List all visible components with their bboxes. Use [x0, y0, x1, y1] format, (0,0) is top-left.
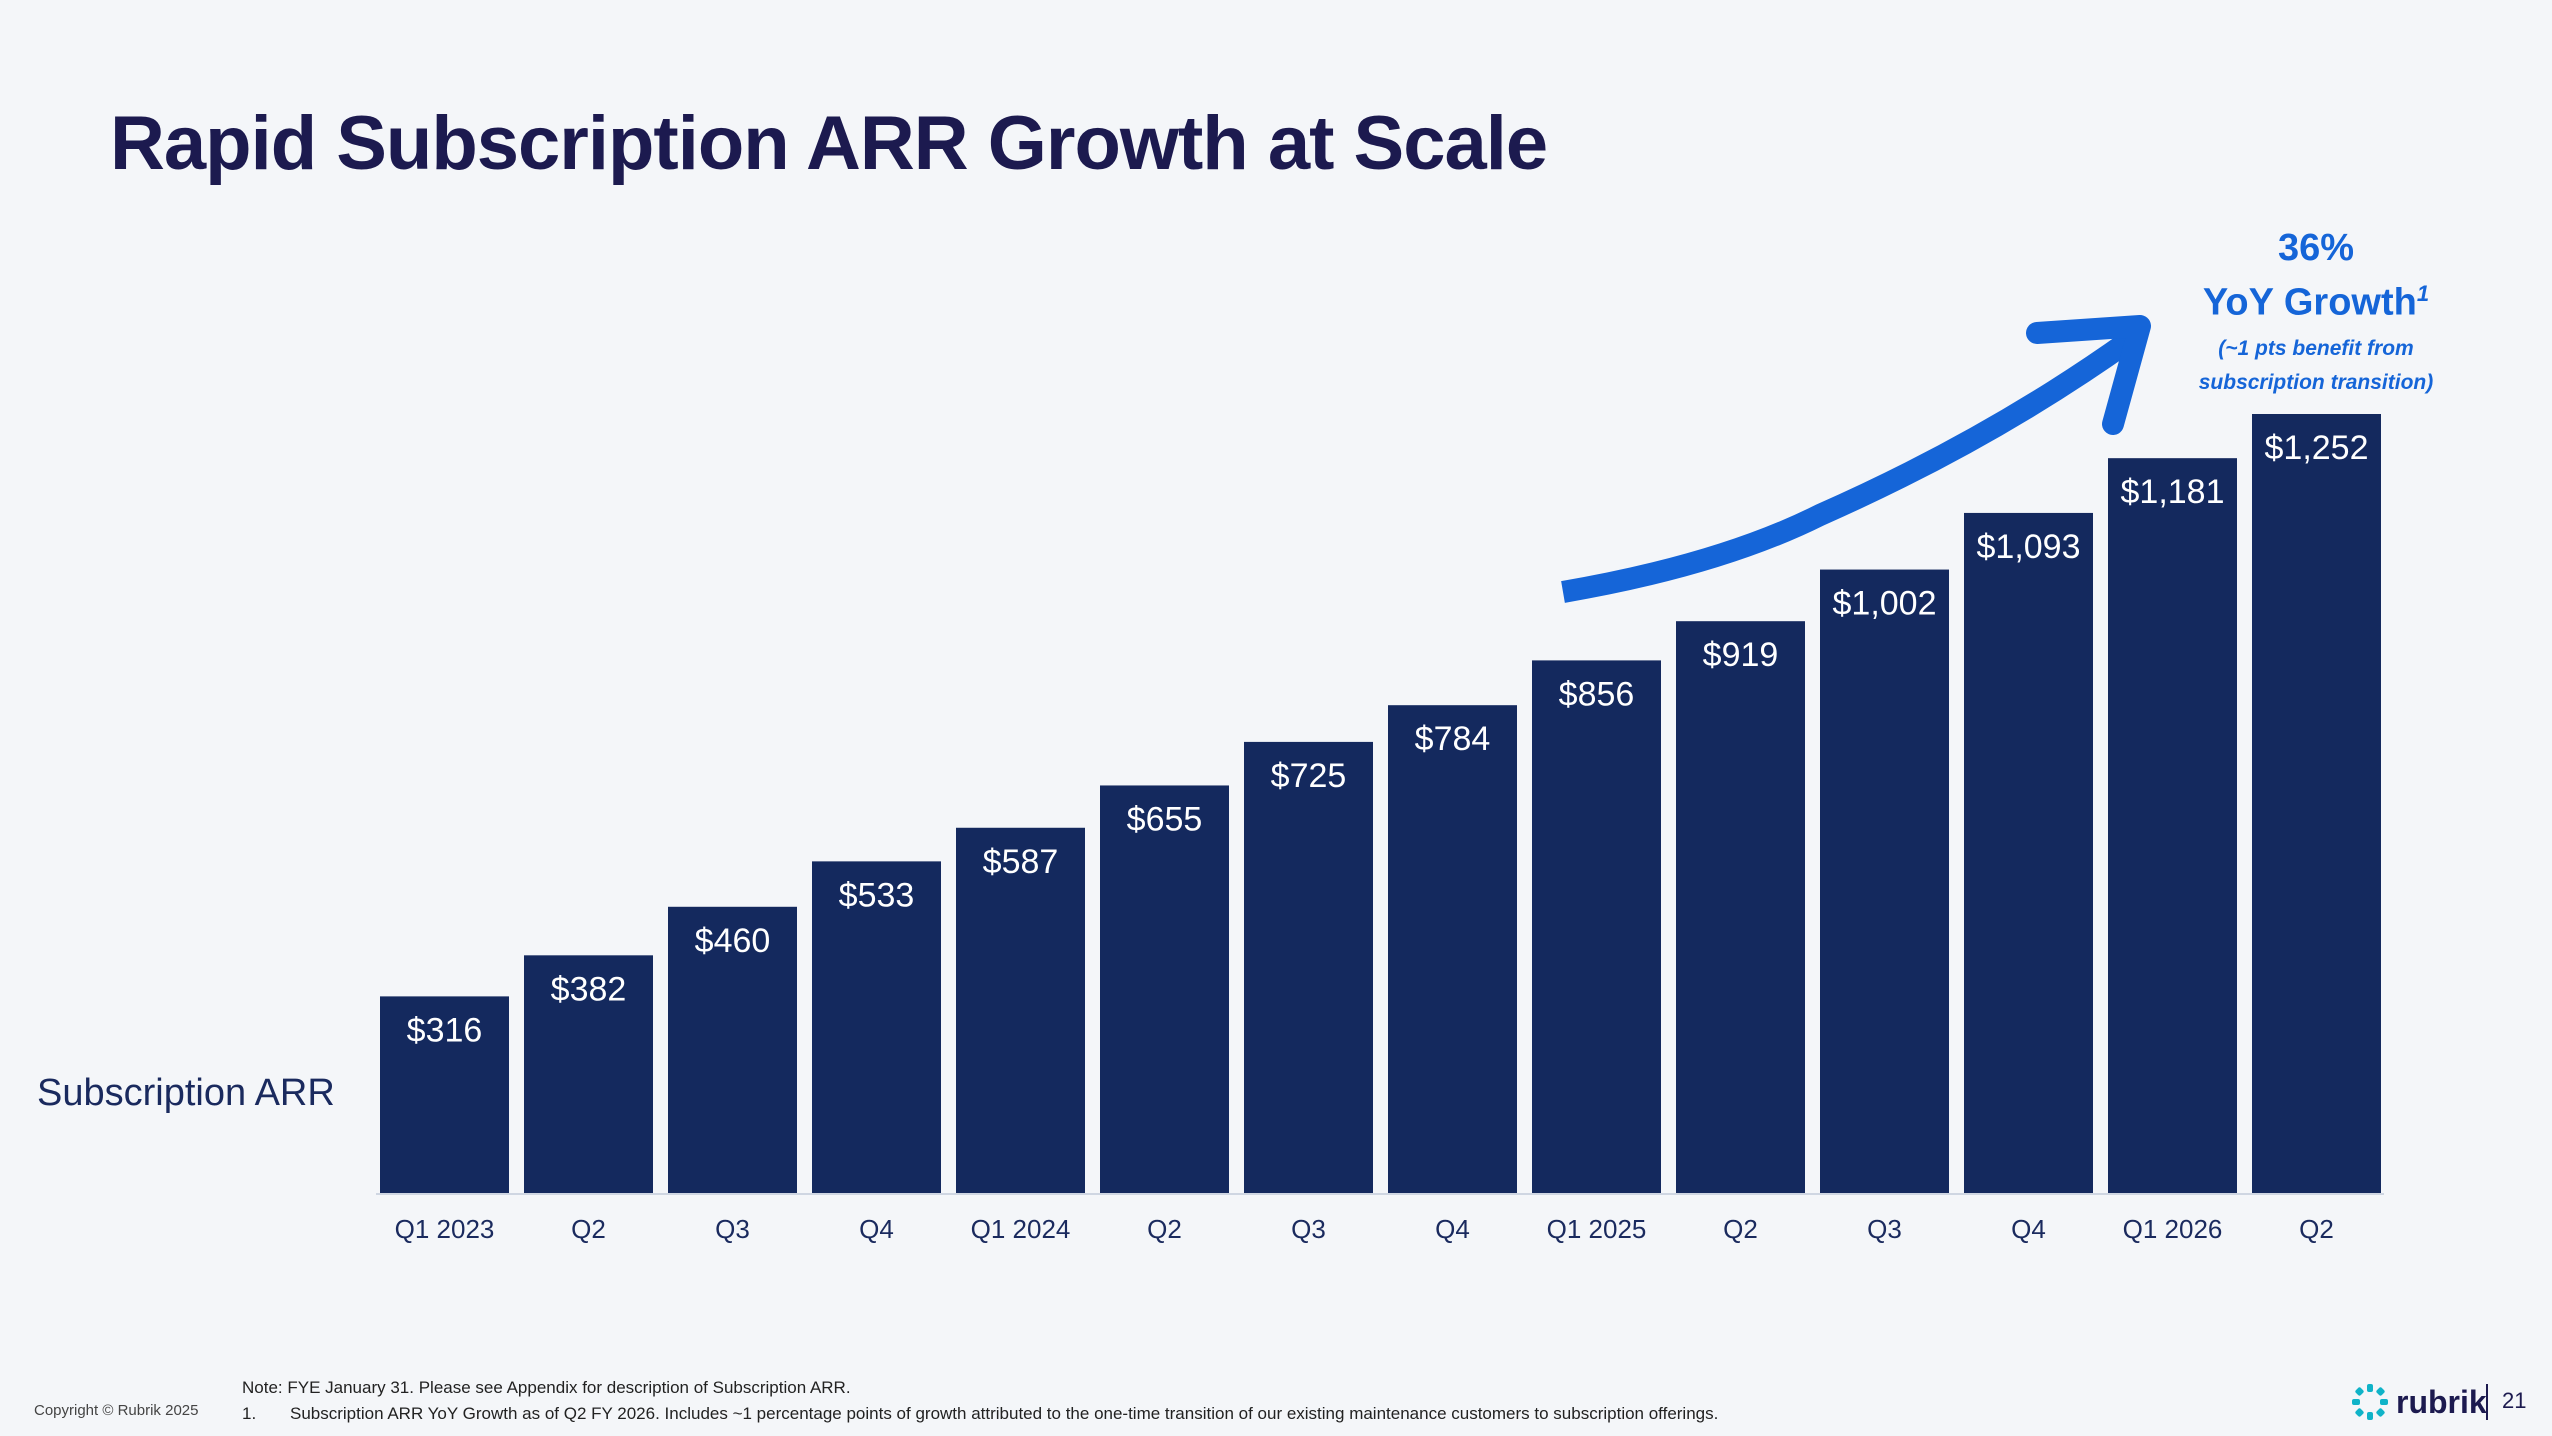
- data-label: $655: [1127, 800, 1203, 838]
- bar: [668, 906, 797, 1193]
- bar: [812, 861, 941, 1193]
- rubrik-logo-icon: [2352, 1384, 2388, 1420]
- footnote-text: Subscription ARR YoY Growth as of Q2 FY …: [290, 1404, 1719, 1423]
- data-label: $725: [1271, 757, 1347, 795]
- bar-chart: $316 $382 $460 $533 $587 $655 $725 $784 $856 $919…: [376, 315, 2384, 1244]
- x-tick-label: Q2: [2299, 1214, 2334, 1244]
- x-tick-label: Q2: [1723, 1214, 1758, 1244]
- bar: [1388, 705, 1517, 1193]
- footer-divider: [2486, 1384, 2488, 1420]
- rubrik-logo-word: rubrik: [2396, 1383, 2487, 1420]
- x-tick-label: Q3: [715, 1214, 750, 1244]
- growth-note: (~1 pts benefit from subscription transi…: [2160, 332, 2472, 400]
- data-label: $1,093: [1977, 528, 2081, 566]
- x-tick-label: Q1 2025: [1547, 1214, 1647, 1244]
- data-label: $587: [983, 843, 1059, 881]
- data-label: $1,252: [2265, 429, 2369, 467]
- footer-note: Note: FYE January 31. Please see Appendi…: [242, 1378, 851, 1397]
- bar: [1532, 660, 1661, 1193]
- yoy-growth-callout: 36% YoY Growth1 (~1 pts benefit from sub…: [2160, 225, 2472, 400]
- x-tick-label: Q1 2026: [2123, 1214, 2223, 1244]
- bar: [1820, 569, 1949, 1193]
- bar: [2108, 458, 2237, 1193]
- bar: [956, 827, 1085, 1193]
- data-label: $784: [1415, 720, 1491, 758]
- data-label: $316: [407, 1011, 483, 1049]
- bar: [1676, 621, 1805, 1193]
- series-label: Subscription ARR: [37, 1072, 335, 1114]
- bar: [380, 996, 509, 1193]
- data-labels-layer: $316 $382 $460 $533 $587 $655 $725 $784 $856 $919…: [407, 429, 2369, 1049]
- x-tick-label: Q4: [859, 1214, 894, 1244]
- data-label: $460: [695, 922, 771, 960]
- data-label: $382: [551, 970, 627, 1008]
- growth-note-line1: (~1 pts benefit from: [2218, 336, 2414, 360]
- footnote: 1. Subscription ARR YoY Growth as of Q2 F…: [242, 1404, 1718, 1424]
- bar: [1100, 785, 1229, 1193]
- x-tick-label: Q3: [1867, 1214, 1902, 1244]
- x-tick-labels-layer: Q1 2023 Q2 Q3 Q4 Q1 2024 Q2 Q3 Q4 Q1 2025 Q2 Q3 Q4 Q…: [395, 1214, 2334, 1244]
- growth-percent: 36%: [2277, 227, 2355, 269]
- bar: [1964, 512, 2093, 1193]
- data-label: $533: [839, 876, 915, 914]
- data-label: $856: [1559, 675, 1635, 713]
- growth-label-text: YoY Growth: [2202, 281, 2417, 324]
- bar: [2252, 414, 2381, 1193]
- page-number: 21: [2502, 1388, 2527, 1413]
- x-tick-label: Q1 2023: [395, 1214, 495, 1244]
- x-tick-label: Q1 2024: [971, 1214, 1071, 1244]
- bars-layer: [380, 414, 2381, 1193]
- footnote-number: 1.: [242, 1404, 257, 1423]
- data-label: $1,181: [2121, 473, 2225, 511]
- slide-title: Rapid Subscription ARR Growth at Scale: [110, 101, 1548, 186]
- bar: [524, 955, 653, 1193]
- copyright: Copyright © Rubrik 2025: [34, 1402, 199, 1419]
- x-tick-label: Q4: [2011, 1214, 2046, 1244]
- footnote-marker: 1: [2416, 281, 2430, 306]
- x-tick-label: Q2: [571, 1214, 606, 1244]
- x-tick-label: Q2: [1147, 1214, 1182, 1244]
- data-label: $919: [1703, 636, 1779, 674]
- growth-label: YoY Growth1: [2160, 271, 2472, 326]
- rubrik-logo: rubrik: [2350, 1380, 2487, 1424]
- growth-note-line2: subscription transition): [2198, 370, 2434, 394]
- growth-arrow-icon: [1561, 315, 2151, 603]
- bar: [1244, 741, 1373, 1193]
- x-tick-label: Q3: [1291, 1214, 1326, 1244]
- data-label: $1,002: [1833, 585, 1937, 623]
- x-tick-label: Q4: [1435, 1214, 1470, 1244]
